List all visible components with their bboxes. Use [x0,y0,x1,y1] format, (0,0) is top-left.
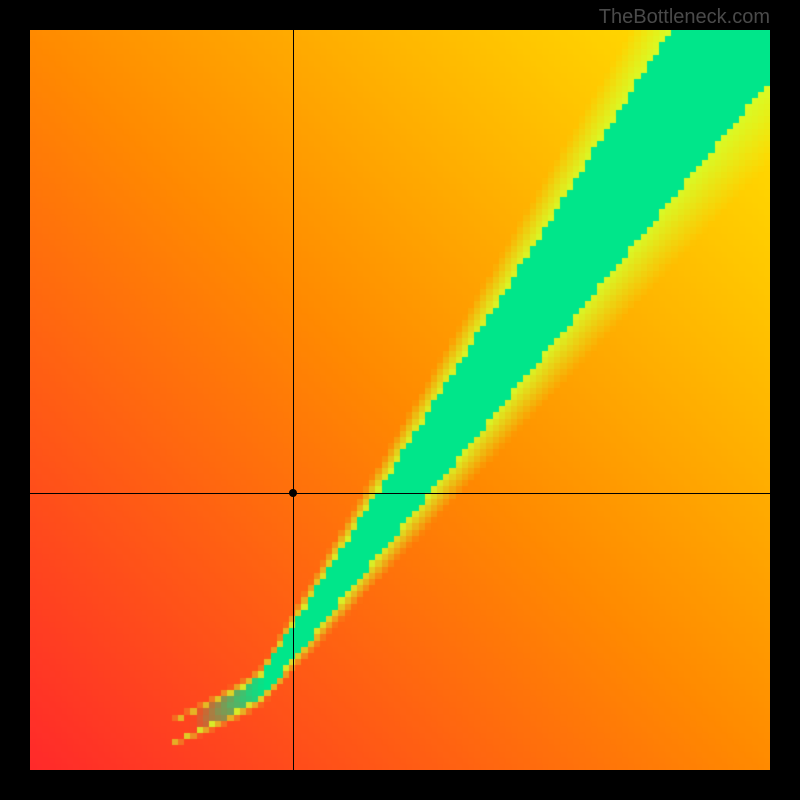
crosshair-horizontal [30,493,770,494]
heatmap-plot [30,30,770,770]
watermark-text: TheBottleneck.com [599,6,770,29]
marker-dot [289,489,297,497]
crosshair-vertical [293,30,294,770]
heatmap-canvas [30,30,770,770]
